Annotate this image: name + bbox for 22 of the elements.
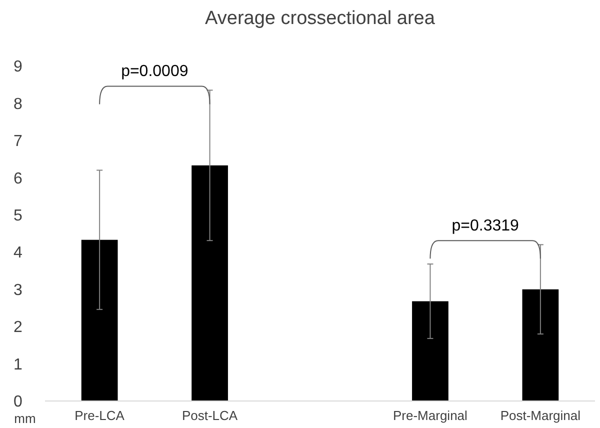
chart-title: Average crossectional area xyxy=(205,8,436,29)
bar xyxy=(412,301,448,401)
x-tick-label: Post-Marginal xyxy=(500,408,581,423)
y-tick-label: 4 xyxy=(14,244,23,262)
y-axis-title: mm xyxy=(14,411,36,426)
y-tick-label: 7 xyxy=(14,133,23,150)
y-tick-label: 1 xyxy=(14,356,23,374)
x-tick-label: Pre-LCA xyxy=(74,408,125,423)
y-tick-label: 6 xyxy=(14,170,23,188)
y-tick-label: 3 xyxy=(14,282,23,299)
y-tick-label: 0 xyxy=(14,394,23,411)
bar xyxy=(81,240,118,401)
bar xyxy=(192,165,228,401)
annotation: p=0.0009 xyxy=(121,63,188,80)
x-tick-label: Post-LCA xyxy=(182,408,238,423)
y-tick-label: 9 xyxy=(14,58,23,76)
y-tick-label: 5 xyxy=(14,207,23,224)
annotation: p=0.3319 xyxy=(452,218,520,235)
bar xyxy=(522,289,559,401)
x-tick-label: Pre-Marginal xyxy=(393,408,468,423)
y-tick-label: 2 xyxy=(14,319,23,336)
y-tick-label: 8 xyxy=(14,96,23,113)
